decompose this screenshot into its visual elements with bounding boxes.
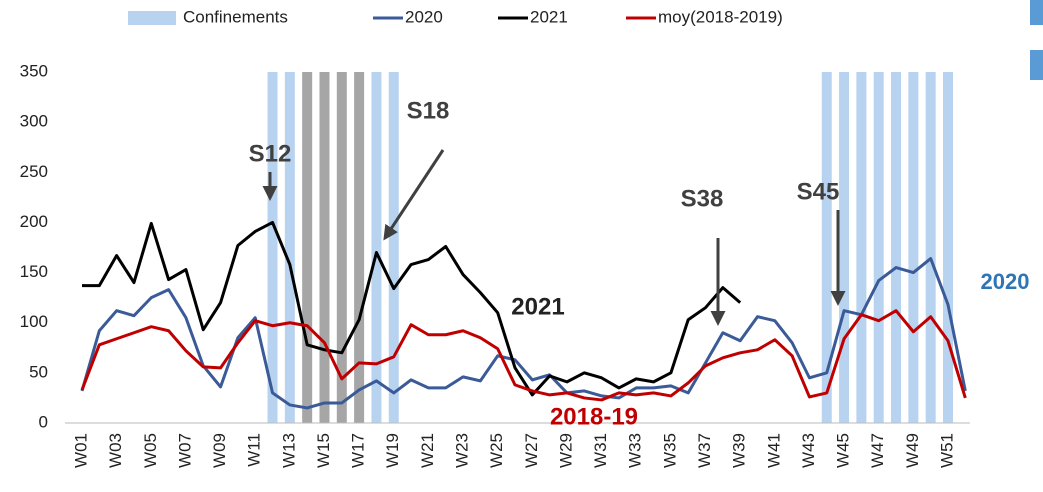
x-tick-label: W33	[626, 433, 645, 468]
x-tick-label: W11	[245, 433, 264, 467]
lockdown-bar	[873, 72, 884, 423]
y-tick-label: 0	[39, 412, 48, 431]
annotation: S18	[407, 97, 450, 124]
edge-fragment	[1030, 50, 1043, 80]
x-tick-label: W51	[937, 433, 956, 468]
x-tick-label: W25	[487, 433, 506, 468]
lockdown-bar	[302, 72, 313, 423]
x-tick-label: W13	[279, 433, 298, 468]
y-tick-label: 350	[20, 61, 48, 80]
annotation: 2021	[511, 293, 564, 320]
line-2	[82, 220, 742, 397]
x-tick-label: W23	[453, 433, 472, 468]
x-tick-label: W17	[349, 433, 368, 468]
line-1	[80, 257, 967, 410]
lockdown-bar	[839, 72, 850, 423]
x-tick-label: W05	[141, 433, 160, 468]
annotation: 2020	[981, 269, 1030, 294]
x-tick-label: W31	[591, 433, 610, 468]
lockdown-bar	[388, 72, 399, 423]
lockdown-bar	[371, 72, 382, 423]
legend-swatch	[128, 11, 176, 25]
y-tick-label: 250	[20, 162, 48, 181]
lockdown-bar	[354, 72, 365, 423]
annotation: S38	[681, 185, 724, 212]
x-tick-label: W01	[71, 433, 90, 468]
x-tick-label: W03	[106, 433, 125, 468]
lockdown-bar	[284, 72, 295, 423]
y-tick-label: 50	[29, 362, 48, 381]
x-tick-label: W45	[834, 433, 853, 468]
y-tick-label: 200	[20, 212, 48, 231]
line-3	[80, 309, 967, 402]
x-tick-label: W43	[799, 433, 818, 468]
x-tick-label: W27	[522, 433, 541, 468]
lockdown-bar	[908, 72, 919, 423]
legend-label: Confinements	[183, 7, 288, 26]
x-tick-label: W15	[314, 433, 333, 468]
lockdown-bar	[925, 72, 936, 423]
lockdown-bar	[943, 72, 953, 423]
x-tick-label: W07	[175, 433, 194, 468]
lockdown-bar	[856, 72, 867, 423]
x-tick-label: W49	[903, 433, 922, 468]
x-tick-label: W21	[418, 433, 437, 468]
y-tick-label: 300	[20, 112, 48, 131]
y-tick-label: 150	[20, 262, 48, 281]
x-tick-label: W41	[764, 433, 783, 468]
lockdown-bar	[336, 72, 347, 423]
edge-fragment	[1030, 0, 1043, 25]
x-tick-label: W37	[695, 433, 714, 468]
x-tick-label: W39	[730, 433, 749, 468]
x-tick-label: W09	[210, 433, 229, 468]
arrows	[262, 149, 846, 326]
x-tick-label: W19	[383, 433, 402, 468]
lockdown-bar	[267, 72, 278, 423]
legend-label: moy(2018-2019)	[658, 7, 783, 26]
annotation: S45	[797, 178, 840, 205]
annotation: 2018-19	[550, 403, 638, 430]
lockdown-bar	[821, 72, 832, 423]
y-tick-label: 100	[20, 312, 48, 331]
lockdown-bar	[891, 72, 902, 423]
legend-label: 2020	[405, 7, 443, 26]
annotation: S12	[249, 140, 292, 167]
lockdown-bar	[319, 72, 330, 423]
x-tick-label: W35	[660, 433, 679, 468]
x-tick-label: W47	[868, 433, 887, 468]
x-tick-label: W29	[556, 433, 575, 468]
legend-label: 2021	[530, 7, 568, 26]
